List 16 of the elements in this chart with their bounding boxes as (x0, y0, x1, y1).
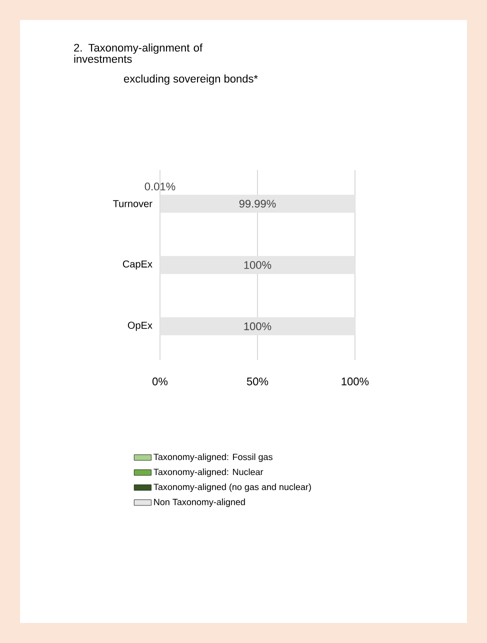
x-tick-label: 0% (152, 378, 168, 386)
data-label: 99.99% (239, 200, 276, 208)
legend-label: Taxonomy-aligned: Nuclear (154, 468, 264, 477)
y-tick-label: Turnover (113, 200, 152, 208)
x-tick-label: 50% (246, 378, 268, 386)
legend-label: Taxonomy-aligned (no gas and nuclear) (154, 484, 311, 492)
data-label: 100% (244, 322, 272, 330)
legend-label: Taxonomy-aligned: Fossil gas (154, 453, 272, 462)
chart-subtitle: excluding sovereign bonds* (124, 74, 258, 85)
y-tick-label: OpEx (128, 322, 152, 331)
data-label: 100% (244, 261, 272, 269)
chart-title: 2. Taxonomy-alignment of investments (74, 44, 203, 63)
legend-label: Non Taxonomy-aligned (154, 498, 245, 507)
y-tick-label: CapEx (122, 260, 152, 270)
x-tick-label: 100% (342, 378, 369, 386)
data-label: 0.01% (144, 182, 176, 190)
